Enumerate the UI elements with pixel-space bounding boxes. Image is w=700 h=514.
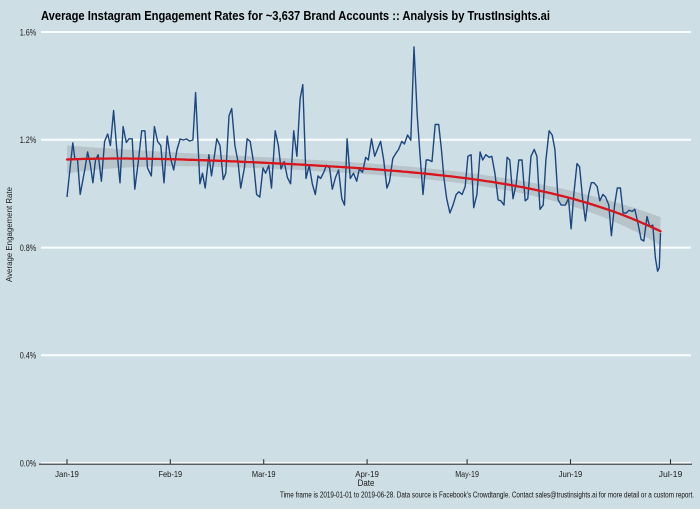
svg-text:Jan-19: Jan-19	[55, 469, 79, 479]
svg-text:0.8%: 0.8%	[20, 243, 37, 253]
svg-text:1.2%: 1.2%	[20, 135, 37, 145]
svg-text:Jul-19: Jul-19	[659, 469, 683, 479]
svg-text:Feb-19: Feb-19	[158, 469, 182, 479]
svg-text:1.6%: 1.6%	[20, 27, 37, 37]
svg-text:Apr-19: Apr-19	[355, 469, 379, 479]
svg-text:0.0%: 0.0%	[20, 458, 37, 468]
svg-text:Date: Date	[358, 478, 375, 488]
svg-text:Mar-19: Mar-19	[252, 469, 276, 479]
svg-text:Time frame is 2019-01-01 to 20: Time frame is 2019-01-01 to 2019-06-28. …	[280, 491, 694, 500]
svg-text:Jun-19: Jun-19	[559, 469, 583, 479]
svg-text:Average Instagram Engagement R: Average Instagram Engagement Rates for ~…	[41, 8, 550, 23]
svg-text:May-19: May-19	[455, 469, 479, 479]
svg-text:0.4%: 0.4%	[20, 351, 37, 361]
svg-text:Average Engagement Rate: Average Engagement Rate	[5, 187, 14, 282]
